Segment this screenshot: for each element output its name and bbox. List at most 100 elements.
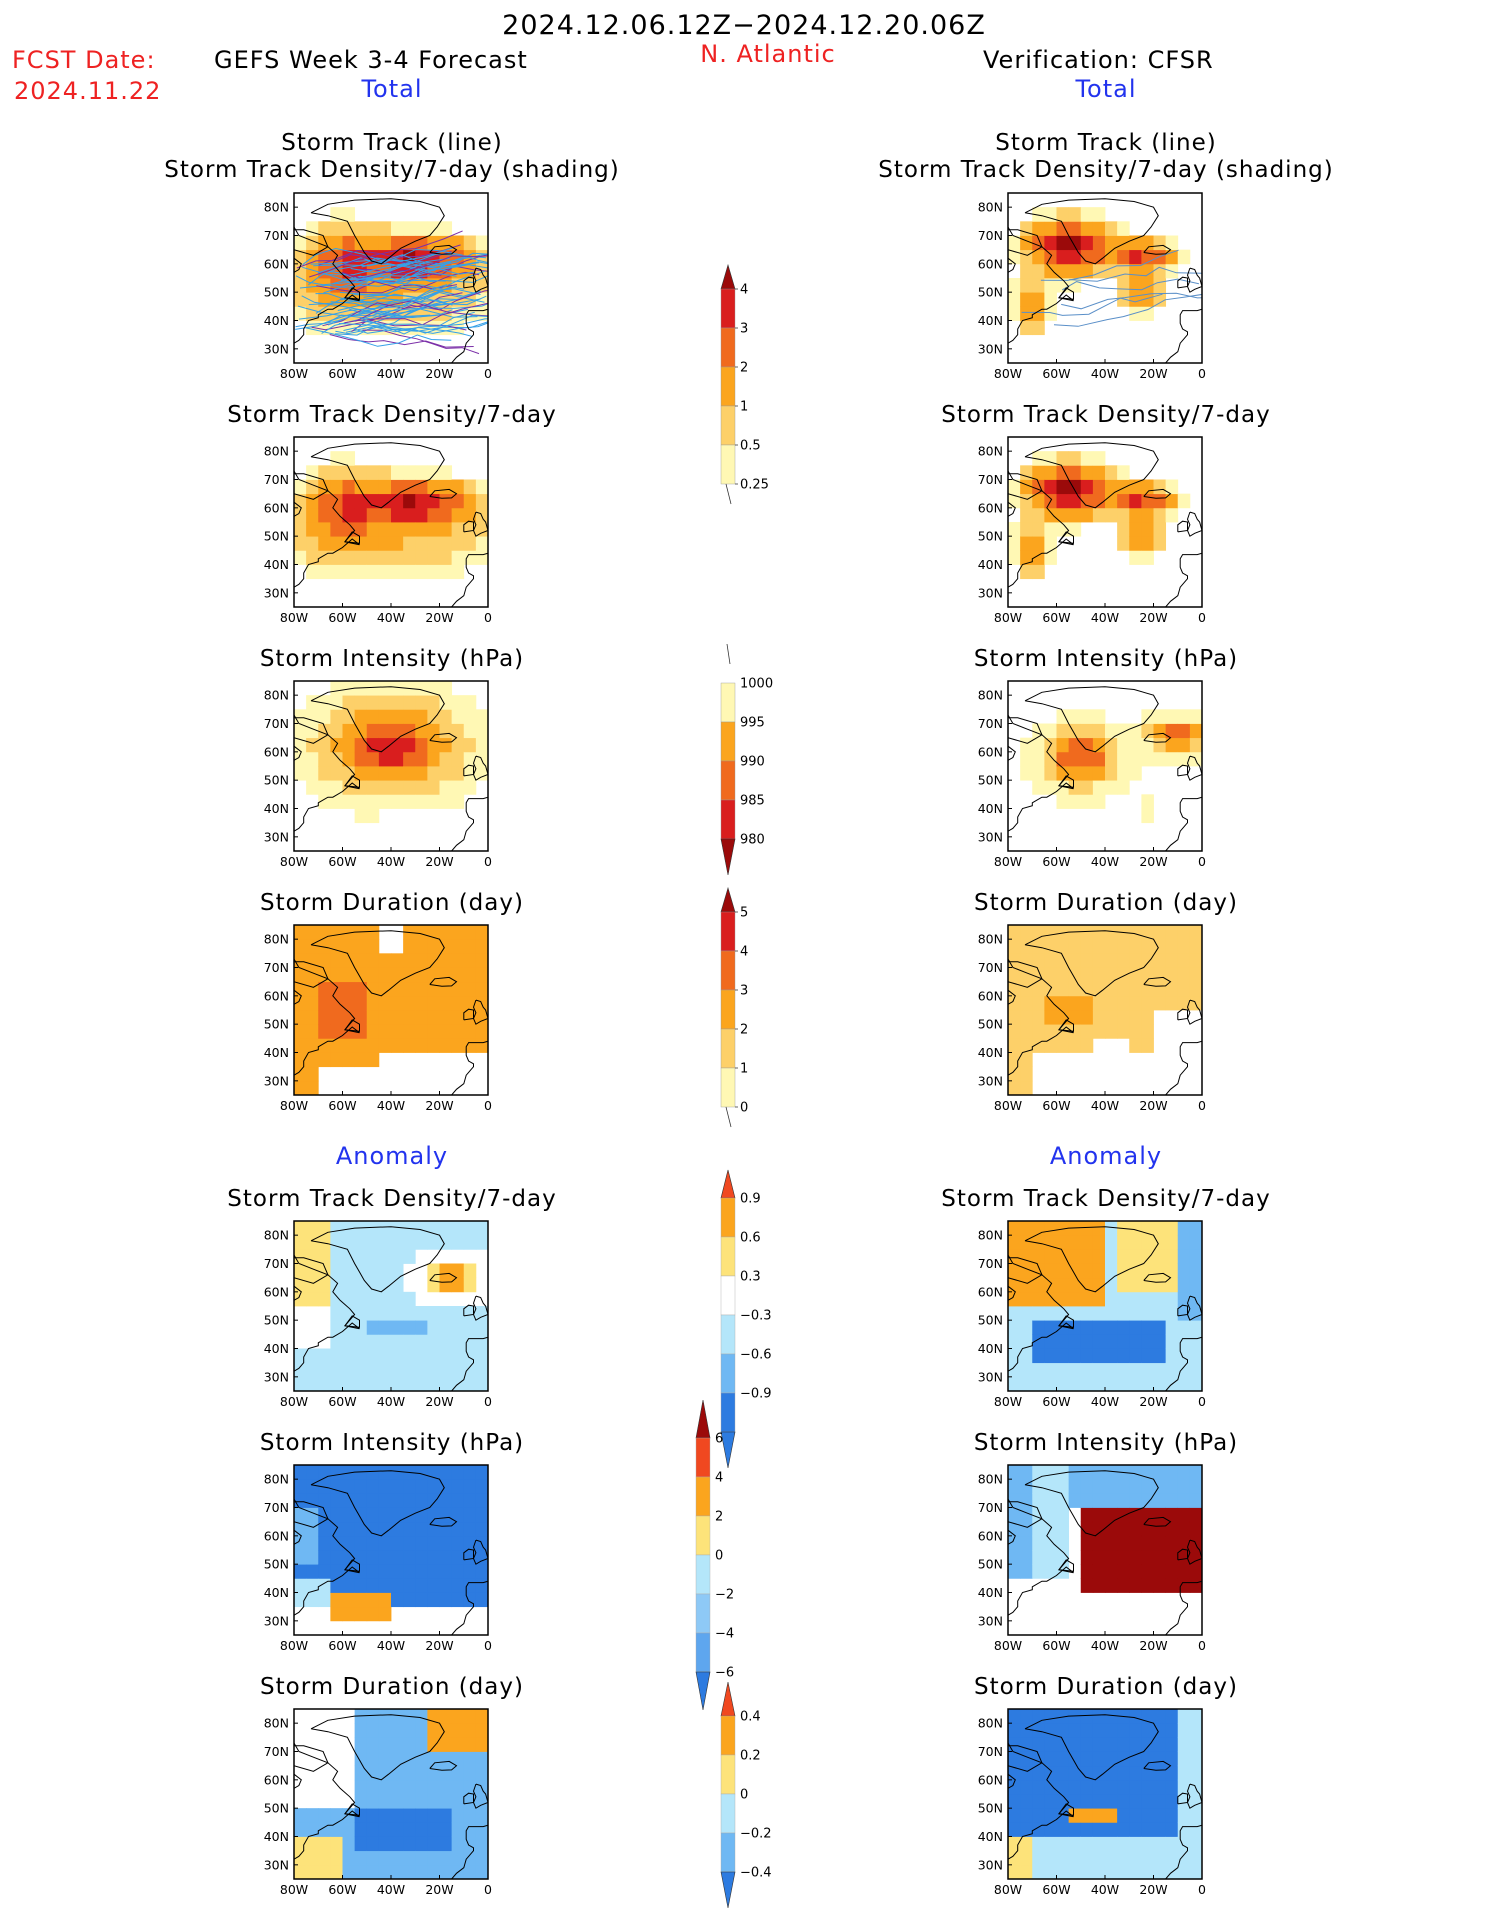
coastline-path [463, 520, 474, 533]
grid-cell [415, 723, 428, 739]
grid-cell [1092, 723, 1106, 739]
grid-cell [306, 493, 319, 509]
grid-cell [306, 766, 319, 781]
grid-cell [1092, 925, 1106, 940]
grid-cell [463, 536, 477, 551]
grid-cell [1117, 221, 1130, 236]
lon-tick-label: 0 [484, 610, 492, 625]
grid-cell [439, 507, 453, 523]
grid-cell [1117, 1779, 1130, 1795]
grid-cell [1165, 967, 1179, 983]
grid-cell [366, 1550, 380, 1565]
coastline [1008, 686, 1202, 851]
grid-cell [391, 995, 404, 1011]
grid-cell [391, 1334, 404, 1349]
grid-cell [1068, 1362, 1082, 1378]
grid-cell [330, 1320, 343, 1335]
grid-cell [1068, 1348, 1082, 1364]
grid-cell [378, 1249, 392, 1264]
grid-cell [415, 1808, 428, 1823]
grid-cell [1032, 536, 1045, 551]
grid-cell [1105, 1010, 1118, 1025]
grid-cell [391, 550, 404, 565]
grid-cell [403, 709, 416, 724]
grid-cell [1044, 451, 1057, 466]
grid-cell [294, 939, 307, 954]
grid-cell [391, 1521, 404, 1537]
grid-cell [427, 1779, 440, 1795]
grid-cell [366, 981, 380, 997]
grid-cell [1068, 493, 1082, 509]
grid-cell [1117, 479, 1130, 495]
coastline-path [344, 287, 360, 300]
grid-cell [294, 1038, 307, 1053]
grid-cell [475, 1822, 488, 1837]
grid-cell [1141, 1836, 1154, 1852]
grid-cell [451, 737, 465, 753]
grid-cell [1129, 479, 1142, 495]
grid-cell [427, 766, 440, 781]
grid-cell [306, 1348, 319, 1364]
grid-cell [403, 1306, 416, 1321]
grid-cell [1092, 794, 1106, 809]
grid-cell [1153, 1348, 1167, 1364]
storm-track-line [1061, 292, 1202, 310]
grid-cell [403, 1362, 416, 1378]
lon-tick-label: 40W [377, 610, 405, 625]
grid-cell [354, 1850, 368, 1866]
lat-tick-label: 40N [978, 1585, 1003, 1600]
grid-cell [1056, 1850, 1070, 1866]
grid-cell [1044, 766, 1057, 781]
grid-cell [391, 1010, 404, 1025]
grid-cell [439, 1507, 453, 1523]
grid-cell [1020, 1493, 1033, 1508]
grid-cell [475, 1507, 488, 1523]
lon-tick-label: 60W [1042, 366, 1070, 381]
total-label-right: Total [1075, 75, 1137, 103]
grid-cell [439, 1521, 453, 1537]
grid-cell [1008, 479, 1021, 495]
grid-cell [342, 1348, 356, 1364]
grid-cell [354, 564, 368, 580]
grid-cell [318, 1235, 331, 1250]
grid-cell [427, 925, 440, 940]
grid-cell [354, 723, 368, 739]
grid-cell [1141, 1723, 1154, 1738]
grid-cell [439, 479, 453, 495]
grid-cell [1020, 1564, 1033, 1579]
coastline-path [1177, 520, 1188, 533]
grid-cell [1141, 1362, 1154, 1378]
colorbar-label: −4 [715, 1627, 734, 1642]
grid-cell [342, 1850, 356, 1866]
coastline-path [1058, 1803, 1074, 1816]
grid-cell [463, 1836, 477, 1852]
grid-cell [391, 1221, 404, 1236]
coastline-path [294, 257, 302, 273]
grid-cell [1032, 493, 1045, 509]
grid-cell [1117, 1822, 1130, 1837]
grid-cell [1092, 1822, 1106, 1837]
grid-cell [1020, 995, 1033, 1011]
grid-cell [318, 1010, 331, 1025]
coastline-path [1058, 775, 1074, 788]
grid-cell [366, 925, 380, 940]
grid-cell [1044, 1376, 1057, 1391]
lon-tick-label: 40W [377, 1638, 405, 1653]
grid-cell [475, 1320, 488, 1335]
grid-cell [403, 465, 416, 480]
grid-cell [366, 1507, 380, 1523]
grid-cell [366, 1765, 380, 1781]
grid-cell [1129, 507, 1142, 523]
grid-cell [378, 737, 392, 753]
grid-cell [1165, 995, 1179, 1011]
grid-cell [1080, 1578, 1094, 1593]
colorbar-duration-anomaly: 0.40.20−0.2−0.4 [720, 1681, 772, 1909]
grid-cell [1165, 751, 1179, 767]
grid-cell [415, 1836, 428, 1852]
grid-cell [366, 737, 380, 753]
grid-cell [1080, 967, 1094, 983]
coastline-path [344, 531, 360, 544]
grid-cell [1105, 221, 1118, 236]
grid-cell [318, 1291, 331, 1307]
grid-cell [1129, 1737, 1142, 1752]
